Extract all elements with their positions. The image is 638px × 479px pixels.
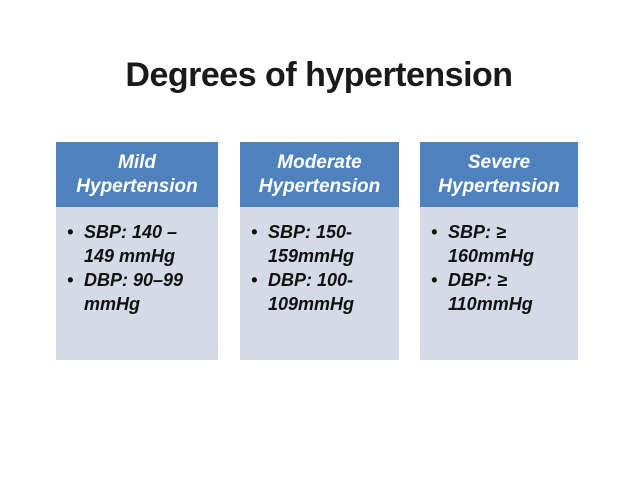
bullet-line: 110mmHg — [448, 294, 533, 314]
card-header-mild: Mild Hypertension — [56, 142, 218, 207]
card-title: Moderate Hypertension — [258, 151, 381, 197]
bullet-line: DBP: 100- — [268, 270, 354, 290]
bullet-line: 159mmHg — [268, 246, 355, 266]
bullet-text-sbp: SBP: 140 – 149 mmHg — [84, 220, 214, 268]
bullet-item: • DBP: 90–99 mmHg — [67, 268, 214, 316]
bullet-dot: • — [251, 270, 258, 290]
card-body-mild: • SBP: 140 – 149 mmHg • DBP: 90–99 mmHg — [56, 207, 218, 360]
bullet-dot: • — [67, 222, 74, 242]
bullet-dot: • — [431, 222, 438, 242]
bullet-text-dbp: DBP: 100- 109mmHg — [268, 268, 395, 316]
card-title: Severe Hypertension — [438, 151, 560, 197]
bullet-item: • SBP: ≥ 160mmHg — [431, 220, 574, 268]
card-body-moderate: • SBP: 150- 159mmHg • DBP: 100- 109mmHg — [240, 207, 399, 360]
bullet-line: 149 mmHg — [84, 246, 176, 266]
card-body-severe: • SBP: ≥ 160mmHg • DBP: ≥ 110mmHg — [420, 207, 578, 360]
bullet-item: • SBP: 140 – 149 mmHg — [67, 220, 214, 268]
bullet-item: • DBP: 100- 109mmHg — [251, 268, 395, 316]
slide-title: Degrees of hypertension — [125, 55, 513, 94]
card-header-moderate: Moderate Hypertension — [240, 142, 399, 207]
card-mild-hypertension: Mild Hypertension • SBP: 140 – 149 mmHg … — [56, 142, 218, 360]
bullet-text-sbp: SBP: 150- 159mmHg — [268, 220, 395, 268]
card-severe-hypertension: Severe Hypertension • SBP: ≥ 160mmHg • D… — [420, 142, 578, 360]
bullet-item: • SBP: 150- 159mmHg — [251, 220, 395, 268]
card-moderate-hypertension: Moderate Hypertension • SBP: 150- 159mmH… — [240, 142, 399, 360]
bullet-dot: • — [251, 222, 258, 242]
bullet-line: SBP: 150- — [268, 222, 353, 242]
bullet-dot: • — [431, 270, 438, 290]
bullet-line: DBP: 90–99 — [84, 270, 184, 290]
bullet-line: SBP: 140 – — [84, 222, 178, 242]
card-header-severe: Severe Hypertension — [420, 142, 578, 207]
bullet-line: SBP: ≥ — [448, 222, 506, 242]
bullet-dot: • — [67, 270, 74, 290]
card-title: Mild Hypertension — [76, 151, 198, 197]
bullet-text-dbp: DBP: ≥ 110mmHg — [448, 268, 574, 316]
bullet-line: mmHg — [84, 294, 141, 314]
bullet-line: DBP: ≥ — [448, 270, 507, 290]
bullet-line: 109mmHg — [268, 294, 355, 314]
bullet-line: 160mmHg — [448, 246, 535, 266]
bullet-text-sbp: SBP: ≥ 160mmHg — [448, 220, 574, 268]
bullet-text-dbp: DBP: 90–99 mmHg — [84, 268, 214, 316]
bullet-item: • DBP: ≥ 110mmHg — [431, 268, 574, 316]
